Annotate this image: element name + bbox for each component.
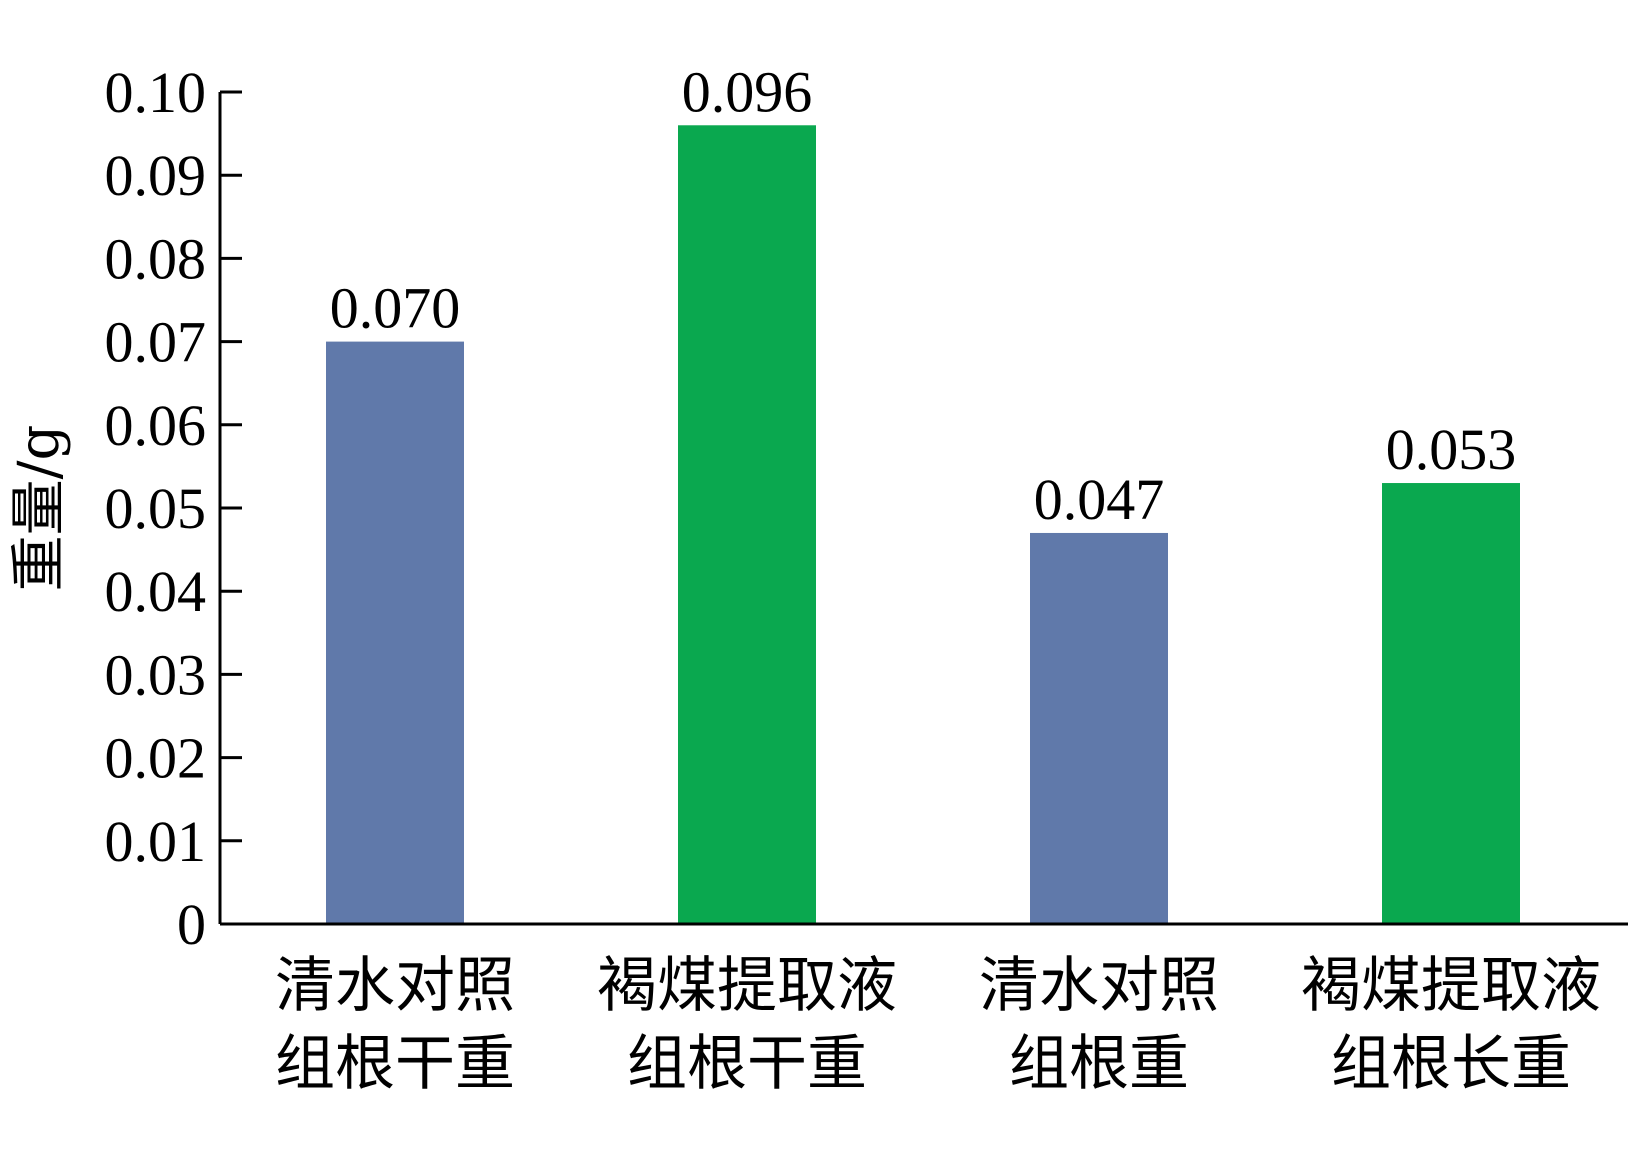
x-tick-label: 褐煤提取液 [597, 951, 897, 1021]
data-label: 0.096 [682, 59, 813, 124]
data-label: 0.047 [1034, 467, 1165, 532]
x-tick-label: 组根重 [1009, 1029, 1189, 1099]
y-tick-label: 0.02 [105, 726, 207, 791]
y-axis-title: 重量/g [7, 425, 72, 592]
x-tick-label: 清水对照 [979, 951, 1219, 1021]
x-tick-label: 组根长重 [1331, 1029, 1571, 1099]
y-tick-label: 0.07 [105, 310, 207, 375]
bar [326, 341, 464, 923]
x-tick-label: 组根干重 [627, 1029, 867, 1099]
bar [678, 125, 816, 923]
y-tick-label: 0.06 [105, 393, 207, 458]
data-label: 0.053 [1386, 417, 1517, 482]
y-tick-label: 0.05 [105, 476, 207, 541]
y-tick-label: 0.09 [105, 143, 207, 208]
y-tick-label: 0 [177, 892, 206, 957]
x-tick-label: 组根干重 [275, 1029, 515, 1099]
y-tick-label: 0.03 [105, 642, 207, 707]
x-tick-label: 褐煤提取液 [1301, 951, 1601, 1021]
bar [1030, 532, 1168, 923]
y-tick-label: 0.04 [105, 559, 207, 624]
data-label: 0.070 [330, 276, 461, 341]
bar [1382, 483, 1520, 923]
axes: 0 0.01 0.02 0.03 0.04 0.05 0.06 0.07 0.08 0.09 0.1… [7, 60, 1628, 957]
bars [326, 125, 1520, 923]
y-tick-label: 0.10 [105, 60, 207, 125]
x-tick-label: 清水对照 [275, 951, 515, 1021]
y-tick-label: 0.08 [105, 226, 207, 291]
y-tick-label: 0.01 [105, 809, 207, 874]
